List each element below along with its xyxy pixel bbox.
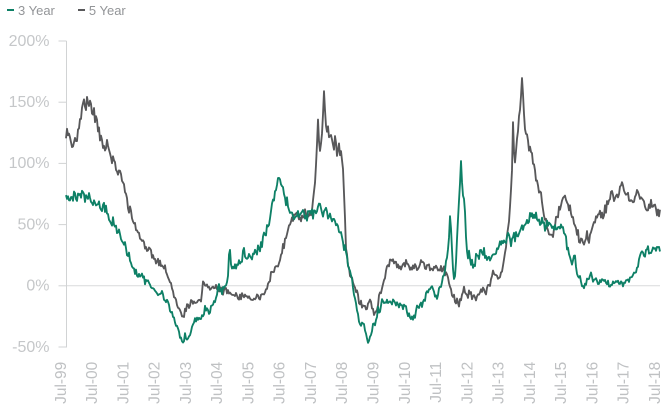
svg-text:Jul-13: Jul-13: [491, 362, 508, 404]
svg-text:Jul-17: Jul-17: [616, 362, 633, 404]
svg-text:Jul-10: Jul-10: [397, 361, 414, 404]
svg-text:Jul-01: Jul-01: [115, 362, 132, 404]
svg-text:200%: 200%: [9, 33, 50, 50]
svg-text:0%: 0%: [26, 278, 49, 295]
svg-text:Jul-02: Jul-02: [147, 362, 164, 404]
svg-text:Jul-16: Jul-16: [584, 362, 601, 404]
svg-text:Jul-08: Jul-08: [334, 362, 351, 404]
svg-text:-50%: -50%: [12, 339, 49, 356]
svg-text:150%: 150%: [9, 94, 50, 111]
svg-text:50%: 50%: [17, 216, 49, 233]
svg-text:100%: 100%: [9, 155, 50, 172]
svg-text:Jul-05: Jul-05: [240, 362, 257, 404]
svg-text:Jul-03: Jul-03: [178, 362, 195, 404]
svg-text:Jul-15: Jul-15: [553, 362, 570, 404]
svg-text:Jul-18: Jul-18: [647, 362, 664, 404]
svg-text:Jul-07: Jul-07: [303, 362, 320, 404]
svg-text:Jul-14: Jul-14: [522, 361, 539, 404]
svg-text:Jul-04: Jul-04: [209, 361, 226, 404]
svg-text:Jul-09: Jul-09: [366, 362, 383, 404]
svg-text:Jul-06: Jul-06: [272, 362, 289, 404]
svg-text:Jul-99: Jul-99: [53, 362, 70, 404]
svg-text:Jul-11: Jul-11: [428, 362, 445, 403]
svg-text:Jul-12: Jul-12: [459, 362, 476, 404]
svg-text:Jul-00: Jul-00: [84, 361, 101, 404]
